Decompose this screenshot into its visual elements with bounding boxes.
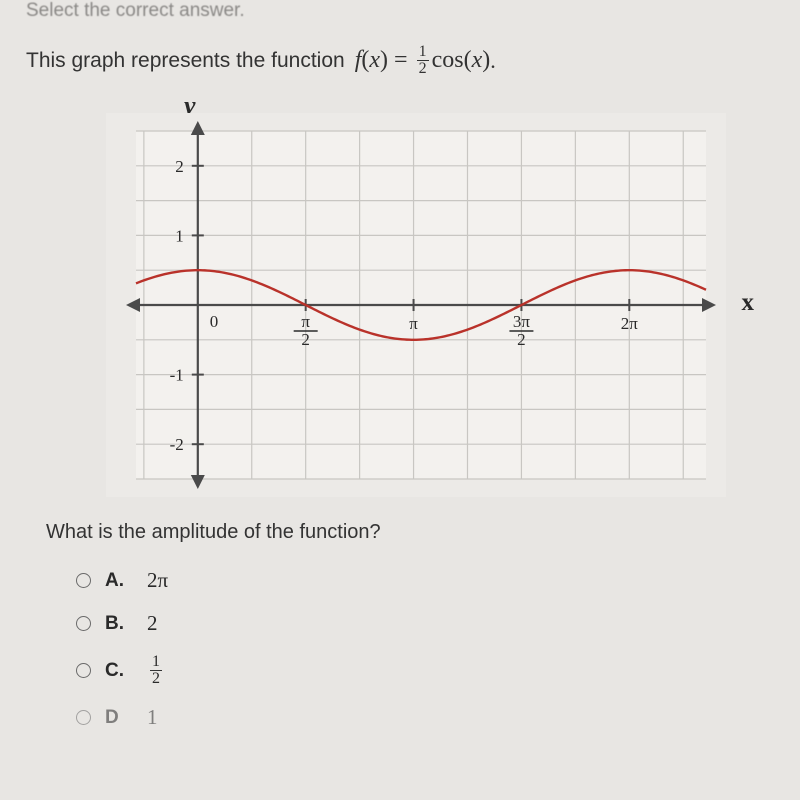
choice-value: 2 [147,611,158,636]
function-expression: f(x) = 1 2 cos(x) . [355,44,496,77]
radio-icon[interactable] [76,710,91,725]
radio-icon[interactable] [76,663,91,678]
svg-text:2: 2 [517,330,526,349]
choice-value: 12 [147,654,165,687]
svg-text:0: 0 [210,312,219,331]
choice-letter: C. [105,660,133,682]
page-root: Select the correct answer. This graph re… [0,0,800,730]
svg-text:2: 2 [175,157,184,176]
choice-value: 1 [147,705,158,730]
choice-value: 2π [147,568,168,593]
radio-icon[interactable] [76,573,91,588]
svg-text:3π: 3π [513,312,531,331]
statement-prefix: This graph represents the function [26,49,345,73]
one-half-fraction: 1 2 [417,44,429,77]
statement: This graph represents the function f(x) … [26,44,780,77]
choice-row[interactable]: B. 2 [76,611,780,636]
choices-list: A. 2π B. 2 C. 12 D1 [76,568,780,730]
svg-text:π: π [301,312,310,331]
choice-letter: A. [105,570,133,592]
choice-row[interactable]: A. 2π [76,568,780,593]
svg-text:-2: -2 [170,435,184,454]
svg-text:π: π [409,314,418,333]
svg-text:2: 2 [301,330,310,349]
choice-letter: D [105,707,133,729]
svg-text:-1: -1 [170,366,184,385]
radio-icon[interactable] [76,616,91,631]
graph-container: y x 21-1-20π2π3π22π [106,97,726,497]
svg-text:1: 1 [175,226,184,245]
cosine-plot: 21-1-20π2π3π22π [106,113,726,497]
choice-row[interactable]: C. 12 [76,654,780,687]
question-text: What is the amplitude of the function? [46,521,780,544]
svg-text:2π: 2π [621,314,639,333]
choice-row[interactable]: D1 [76,705,780,730]
choice-letter: B. [105,613,133,635]
instruction-text: Select the correct answer. [26,0,780,44]
x-axis-label: x [742,289,755,317]
